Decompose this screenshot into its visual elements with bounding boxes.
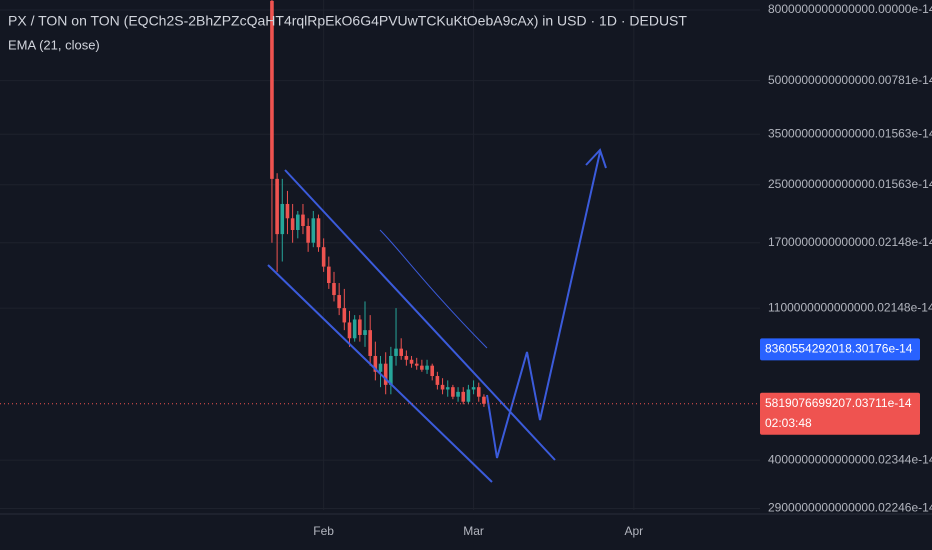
candle-body [456, 391, 460, 397]
candle-body [352, 319, 357, 339]
candle-body [451, 387, 455, 397]
crosshair-price-box [760, 338, 920, 361]
candle-body [476, 387, 481, 397]
candle-body [337, 295, 341, 309]
candle-body [440, 384, 445, 390]
candle-body [399, 348, 403, 356]
x-tick-label: Mar [463, 524, 484, 538]
candle-body [275, 178, 279, 235]
candle-body [414, 363, 419, 366]
channel-lower [267, 264, 493, 483]
y-tick-label: 5000000000000000.00781e-14 [768, 73, 932, 87]
candle-body [290, 218, 295, 231]
x-tick-label: Feb [313, 524, 334, 538]
last-price-box [760, 392, 920, 435]
path-projection [486, 151, 601, 459]
candle-body [306, 225, 310, 243]
candle-body [409, 359, 414, 364]
candle-body [430, 365, 435, 377]
last-price-label: 5819076699207.03711e-14 [765, 396, 912, 410]
candle-body [368, 330, 372, 356]
ema-line [379, 229, 488, 349]
candle-body [321, 247, 326, 267]
drawings [267, 148, 607, 483]
candle-body [404, 355, 409, 360]
candle-body [295, 214, 300, 231]
y-tick-label: 4000000000000000.02344e-14 [768, 452, 932, 466]
x-tick-label: Apr [625, 524, 644, 538]
candle-body [332, 283, 336, 296]
y-tick-label: 2900000000000000.02246e-14 [768, 501, 932, 515]
countdown: 02:03:48 [765, 416, 812, 430]
candle-body [389, 355, 393, 385]
y-tick-label: 8000000000000000.00000e-14 [768, 2, 932, 16]
candle-body [327, 266, 331, 284]
candle-body [466, 389, 471, 402]
candle-body [482, 396, 486, 404]
candle-body [270, 0, 274, 179]
chart-title: PX / TON on TON (EQCh2S-2BhZPZcQaHT4rqlR… [8, 13, 687, 29]
grid [0, 0, 760, 510]
candle-body [394, 348, 398, 356]
candle-body [342, 308, 347, 323]
candle-body [420, 365, 424, 370]
candles [270, 0, 486, 407]
candle-body [301, 214, 305, 226]
indicator-label: EMA (21, close) [8, 37, 100, 52]
candle-body [445, 387, 450, 390]
candle-body [435, 376, 440, 385]
candle-body [358, 319, 362, 335]
candle-body [280, 203, 285, 235]
candle-body [363, 330, 367, 335]
y-tick-label: 1100000000000000.02148e-14 [768, 300, 932, 314]
candle-body [378, 363, 383, 372]
candle-body [383, 363, 388, 385]
y-tick-label: 1700000000000000.02148e-14 [768, 235, 932, 249]
candle-body [285, 203, 290, 219]
y-tick-label: 2500000000000000.01563e-14 [768, 177, 932, 191]
candle-body [373, 355, 378, 372]
candle-body [425, 365, 429, 370]
candle-body [461, 391, 466, 402]
y-tick-label: 3500000000000000.01563e-14 [768, 126, 932, 140]
candle-body [311, 218, 316, 243]
candle-body [471, 387, 476, 390]
price-axis [760, 0, 932, 550]
arrow-head [585, 148, 607, 169]
axes: 8000000000000000.00000e-14 50000000000000… [313, 2, 932, 538]
crosshair-price-label: 8360554292018.30176e-14 [765, 342, 913, 356]
candle-body [316, 218, 321, 248]
candle-body [347, 322, 352, 339]
